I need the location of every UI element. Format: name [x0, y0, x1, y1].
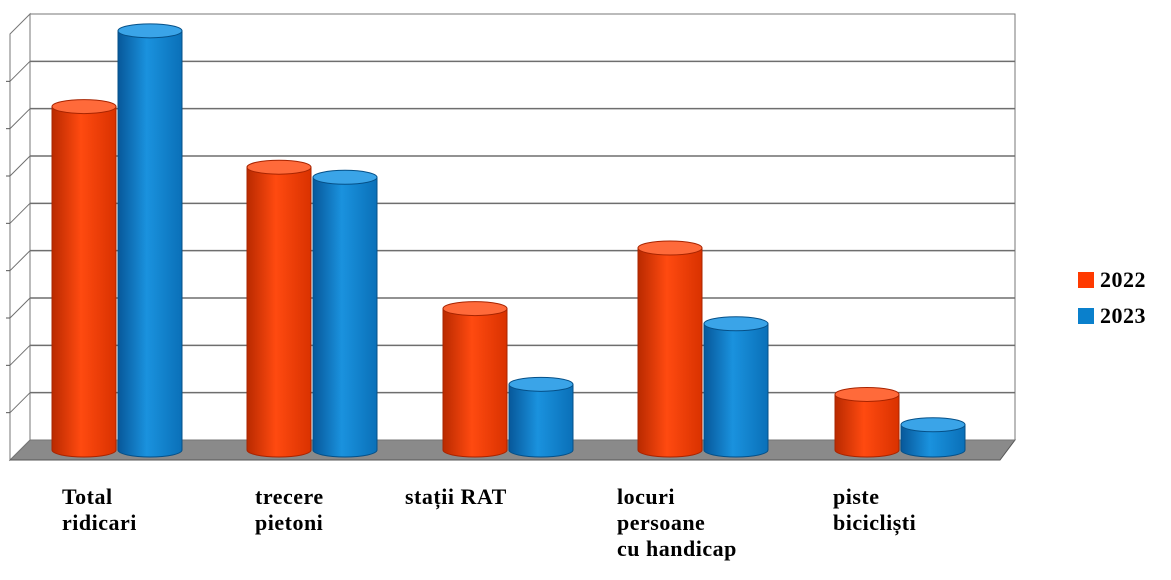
bar-body-2022-1: [246, 166, 312, 458]
bar-2023-1: [312, 169, 378, 458]
legend-label-2023: 2023: [1100, 303, 1146, 328]
gridline-side: [9, 250, 31, 272]
gridline-side: [9, 344, 31, 366]
bar-body-2023-4: [900, 424, 966, 458]
bar-2023-4: [900, 417, 966, 458]
bar-top-2023-2: [508, 376, 574, 392]
bar-top-2022-1: [246, 159, 312, 175]
bar-top-2022-2: [442, 301, 508, 317]
category-label: trecere pietoni: [255, 484, 324, 535]
category-label: stații RAT: [405, 484, 507, 509]
legend: 2022 2023: [1078, 262, 1146, 334]
bar-2022-2: [442, 301, 508, 458]
category-label: locuri persoane cu handicap: [617, 484, 737, 561]
bar-2022-0: [51, 99, 117, 458]
bar-body-2022-4: [834, 393, 900, 458]
bars: [51, 23, 966, 458]
gridline-side: [9, 155, 31, 177]
gridline-side: [9, 60, 31, 82]
bar-top-2022-0: [51, 99, 117, 115]
bar-top-2022-3: [637, 240, 703, 256]
bar-top-2023-4: [900, 417, 966, 433]
bar-body-2023-3: [703, 323, 769, 458]
legend-label-2022: 2022: [1100, 267, 1146, 292]
gridline-side: [9, 297, 31, 319]
side-wall: [9, 12, 31, 462]
gridline-side: [9, 392, 31, 414]
category-label: Total ridicari: [62, 484, 137, 535]
category-label: piste bicicliști: [833, 484, 917, 535]
gridline-side: [9, 108, 31, 130]
legend-item-2023: 2023: [1078, 298, 1146, 334]
bar-top-2023-0: [117, 23, 183, 39]
bar-body-2023-1: [312, 176, 378, 458]
bar-body-2022-3: [637, 247, 703, 458]
bar-2022-1: [246, 159, 312, 458]
bar-2022-4: [834, 386, 900, 458]
bar-body-2023-2: [508, 383, 574, 458]
legend-swatch-2023: [1078, 308, 1094, 324]
bar-top-2022-4: [834, 386, 900, 402]
bar-body-2023-0: [117, 30, 183, 458]
bar-2022-3: [637, 240, 703, 458]
bar-top-2023-3: [703, 316, 769, 332]
bar-2023-2: [508, 376, 574, 458]
gridline-side: [9, 202, 31, 224]
bar-body-2022-0: [51, 106, 117, 458]
legend-swatch-2022: [1078, 272, 1094, 288]
bar-2023-0: [117, 23, 183, 458]
bar-top-2023-1: [312, 169, 378, 185]
bar-body-2022-2: [442, 308, 508, 458]
legend-item-2022: 2022: [1078, 262, 1146, 298]
back-wall: [29, 13, 1016, 441]
bar-2023-3: [703, 316, 769, 458]
